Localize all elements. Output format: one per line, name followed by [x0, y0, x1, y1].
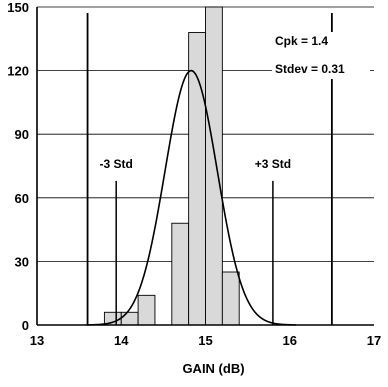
y-tick-label: 0 [22, 318, 29, 333]
x-tick-labels: 13 14 15 16 17 [30, 333, 381, 348]
x-tick-label: 13 [30, 333, 44, 348]
histogram-bar [221, 271, 240, 326]
histogram-bar [120, 311, 139, 326]
y-tick-label: 120 [7, 64, 29, 79]
y-tick-labels: 0 30 60 90 120 150 [7, 0, 29, 333]
cpk-annotation: Cpk = 1.4 [275, 34, 328, 48]
x-axis-label: GAIN (dB) [182, 361, 244, 376]
x-tick-label: 14 [114, 333, 129, 348]
x-tick-label: 17 [367, 333, 381, 348]
normal-distribution-curve [86, 69, 296, 326]
annotation-background [272, 32, 370, 79]
stdev-annotation: Stdev = 0.31 [275, 62, 345, 76]
axes-frame [36, 7, 374, 326]
y-tick-label: 90 [15, 127, 29, 142]
histogram-bars [103, 6, 240, 326]
y-tick-label: 150 [7, 0, 29, 15]
std-marker-lines [115, 180, 274, 325]
histogram-bar [205, 6, 223, 326]
y-tick-label: 60 [15, 191, 29, 206]
std-marker-label: -3 Std [100, 157, 133, 171]
x-tick-label: 16 [283, 333, 297, 348]
annotation-box: Cpk = 1.4 Stdev = 0.31 [272, 32, 370, 79]
std-marker-labels: -3 Std +3 Std [100, 157, 292, 171]
y-tick-label: 30 [15, 254, 29, 269]
histogram-bar [171, 222, 190, 326]
histogram-bar [137, 294, 156, 326]
x-tick-label: 15 [198, 333, 212, 348]
std-marker-label: +3 Std [255, 157, 291, 171]
